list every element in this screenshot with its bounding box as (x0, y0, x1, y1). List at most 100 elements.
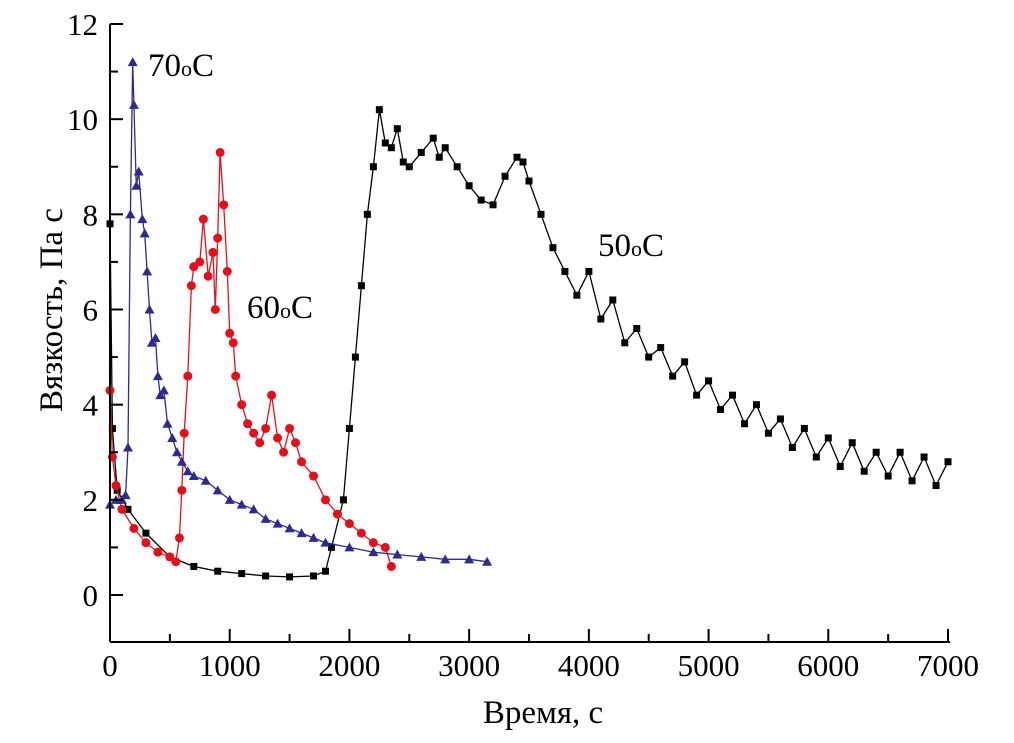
data-point (513, 153, 521, 161)
data-point (824, 434, 832, 442)
data-point (162, 418, 173, 428)
y-tick-label: 2 (83, 483, 99, 518)
data-point (188, 471, 199, 481)
y-tick-label: 6 (83, 293, 99, 328)
data-point (345, 424, 353, 432)
data-point (152, 371, 163, 381)
data-point (501, 172, 509, 180)
data-point (272, 518, 283, 528)
data-point (561, 267, 569, 275)
data-point (357, 282, 365, 290)
data-point (267, 390, 277, 400)
x-tick-label: 0 (102, 648, 118, 683)
label-60c: 60oC (247, 290, 313, 326)
data-point (249, 428, 259, 438)
data-point (944, 458, 952, 466)
x-tick-label: 2000 (318, 648, 380, 683)
data-point (284, 523, 295, 533)
data-point (183, 371, 193, 381)
data-point (150, 333, 161, 343)
data-point (519, 158, 527, 166)
label-50c: 50oC (598, 228, 664, 264)
data-point (176, 456, 187, 466)
data-point (872, 448, 880, 456)
data-point (482, 556, 493, 566)
data-point (125, 209, 136, 219)
data-point (210, 305, 220, 314)
data-point (182, 466, 193, 476)
data-point (465, 182, 473, 190)
data-point (260, 513, 271, 523)
x-tick-label: 3000 (438, 648, 500, 683)
data-point (310, 572, 318, 580)
data-point (836, 463, 844, 471)
data-point (764, 429, 772, 437)
data-point (139, 228, 150, 238)
series-70c (105, 57, 493, 566)
data-point (222, 266, 232, 276)
data-point (896, 448, 904, 456)
data-point (243, 419, 253, 429)
axes (109, 24, 950, 643)
data-point (387, 144, 395, 152)
data-point (208, 247, 218, 257)
data-point (129, 523, 139, 533)
data-point (117, 504, 127, 514)
data-point (380, 542, 390, 552)
data-point (717, 405, 725, 413)
data-point (248, 504, 259, 514)
data-point (212, 485, 223, 495)
data-point (179, 428, 189, 438)
data-point (393, 125, 401, 133)
data-point (381, 139, 389, 147)
data-point (464, 554, 475, 564)
data-point (416, 551, 427, 561)
data-point (681, 358, 689, 366)
data-point (440, 554, 451, 564)
data-point (190, 562, 198, 570)
data-point (351, 353, 359, 361)
data-point (309, 471, 319, 481)
data-point (228, 338, 238, 348)
data-point (131, 180, 142, 190)
data-point (477, 196, 485, 204)
data-point (133, 166, 144, 176)
y-axis-title: Вязкость, Па с (34, 208, 70, 412)
data-point (344, 519, 354, 529)
data-point (752, 401, 760, 409)
data-point (262, 572, 270, 580)
data-point (111, 481, 121, 491)
data-point (776, 415, 784, 423)
data-point (279, 447, 289, 457)
data-point (141, 538, 151, 548)
data-point (296, 528, 307, 538)
data-point (158, 385, 169, 395)
data-point (573, 291, 581, 299)
data-point (368, 538, 378, 548)
data-point (172, 447, 183, 457)
data-point (167, 432, 178, 442)
data-point (369, 163, 377, 171)
data-point (549, 244, 557, 252)
data-point (214, 567, 222, 575)
data-point (219, 200, 229, 210)
data-point (435, 153, 443, 161)
data-point (261, 423, 271, 433)
data-point (788, 443, 796, 451)
data-point (657, 344, 665, 352)
data-point (537, 210, 545, 218)
x-tick-label: 4000 (558, 648, 620, 683)
data-point (291, 438, 301, 448)
data-point (705, 377, 713, 385)
data-point (124, 505, 132, 513)
y-tick-label: 8 (83, 197, 99, 232)
data-point (127, 57, 138, 67)
data-point (128, 99, 139, 109)
data-point (884, 472, 892, 480)
data-point (224, 494, 235, 504)
data-point (332, 509, 342, 519)
data-point (231, 371, 241, 381)
data-point (800, 424, 808, 432)
data-point (195, 257, 205, 267)
